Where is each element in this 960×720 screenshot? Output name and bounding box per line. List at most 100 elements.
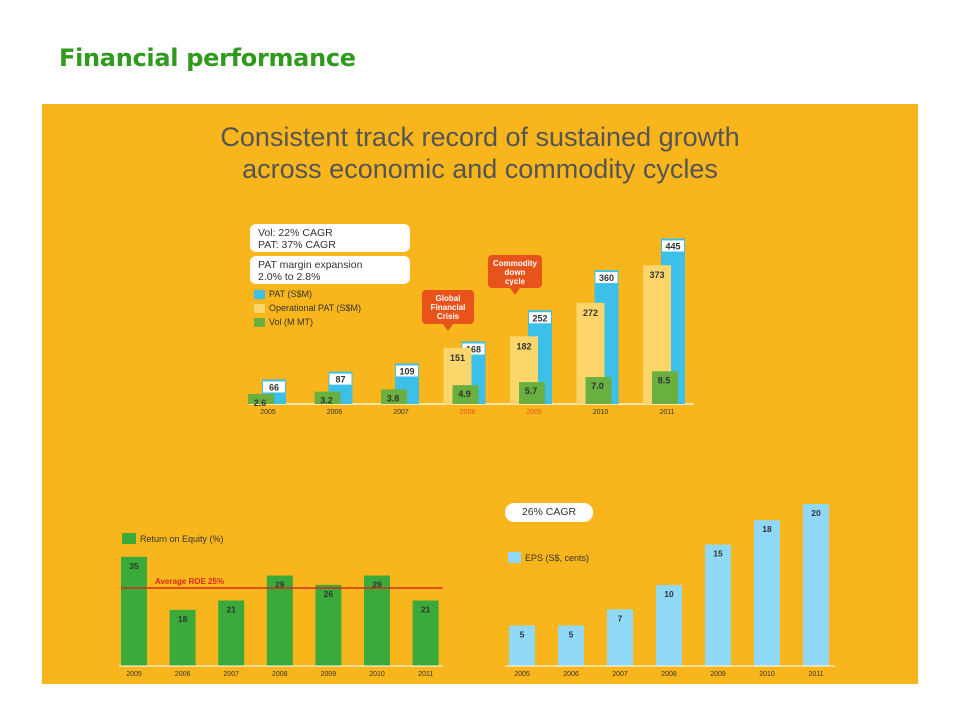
- chart1-year-label: 2006: [327, 409, 343, 416]
- op-pat-value-label: 272: [583, 308, 598, 318]
- vol-value-label: 4.9: [458, 389, 471, 399]
- eps-value-label: 5: [569, 630, 574, 640]
- eps-bar: [607, 609, 633, 666]
- legend-eps: EPS (S$, cents): [508, 552, 589, 563]
- pat-value-box: [529, 312, 551, 324]
- roe-bar: [169, 609, 196, 666]
- eps-value-label: 7: [618, 613, 623, 623]
- pat-value-box: [462, 343, 485, 355]
- vol-bar: [381, 389, 407, 404]
- chart2-year-label: 2005: [126, 671, 142, 678]
- pat-value-box: [595, 272, 618, 284]
- chart1-year-label: 2008: [460, 409, 476, 416]
- chart2-year-label: 2010: [369, 671, 385, 678]
- roe-bar: [121, 556, 147, 666]
- roe-bar: [266, 575, 293, 666]
- eps-value-label: 5: [520, 630, 525, 640]
- op-pat-value-label: 151: [450, 353, 465, 363]
- vol-value-label: 3.8: [387, 393, 400, 403]
- pat-value-label: 252: [532, 313, 547, 323]
- vol-bar: [248, 393, 274, 404]
- commodity-callout: Commodity down cycle: [488, 255, 542, 295]
- eps-value-label: 15: [713, 549, 723, 559]
- pat-value-label: 109: [399, 366, 414, 376]
- roe-value-label: 21: [226, 604, 236, 614]
- chart2-year-label: 2008: [272, 671, 288, 678]
- pat-value-label: 360: [599, 273, 614, 283]
- average-roe-label: Average ROE 25%: [155, 577, 224, 586]
- chart1-year-label: 2011: [659, 409, 674, 416]
- chart2-year-label: 2011: [418, 671, 433, 678]
- chart3-year-label: 2009: [710, 671, 726, 678]
- legend-vol-label: Vol (M MT): [269, 317, 313, 327]
- pat-value-box: [329, 373, 352, 385]
- eps-bar: [705, 544, 731, 666]
- roe-bar: [218, 600, 245, 666]
- vol-bar: [585, 377, 612, 404]
- chart3-year-label: 2008: [661, 671, 677, 678]
- chart3-year-label: 2010: [759, 671, 775, 678]
- margin-line-1: PAT margin expansion: [258, 259, 363, 271]
- margin-box: PAT margin expansion 2.0% to 2.8%: [250, 256, 410, 284]
- pat-value-label: 66: [269, 382, 279, 392]
- legend-vol: Vol (M MT): [254, 317, 313, 327]
- eps-bar: [558, 625, 584, 666]
- vol-bar: [519, 382, 545, 404]
- legend-vol-swatch: [254, 317, 265, 327]
- legend-op-pat: Operational PAT (S$M): [254, 303, 361, 313]
- legend-roe-label: Return on Equity (%): [140, 533, 224, 544]
- chart3-year-label: 2005: [514, 671, 530, 678]
- crisis-line-2: Financial: [430, 303, 466, 312]
- chart3-year-label: 2007: [612, 671, 628, 678]
- cagr-line-1: Vol: 22% CAGR: [258, 227, 333, 239]
- roe-bar: [315, 584, 342, 666]
- chart2-year-label: 2009: [321, 671, 337, 678]
- charts-canvas: 662.62005873.220061093.820071681514.9200…: [119, 238, 835, 678]
- eps-cagr-box: 26% CAGR: [505, 503, 593, 522]
- cagr-line-2: PAT: 37% CAGR: [258, 239, 336, 251]
- legend-pat-swatch: [254, 289, 265, 299]
- legend-op-pat-swatch: [254, 303, 265, 313]
- legend-roe-swatch: [122, 533, 136, 544]
- crisis-line-1: Global: [435, 294, 461, 303]
- roe-bar: [412, 600, 439, 666]
- eps-value-label: 18: [762, 524, 772, 534]
- pat-value-box: [396, 365, 418, 377]
- legend-eps-swatch: [508, 552, 521, 563]
- vol-bar: [652, 371, 678, 404]
- roe-value-label: 29: [372, 580, 382, 590]
- op-pat-value-label: 182: [516, 341, 531, 351]
- pat-value-box: [662, 240, 684, 252]
- vol-bar: [314, 391, 341, 404]
- chart1-year-label: 2007: [393, 409, 409, 416]
- slide-title: Financial performance: [59, 44, 356, 72]
- crisis-callout: Global Financial Crisis: [422, 290, 474, 331]
- chart1-year-label: 2009: [526, 409, 542, 416]
- pat-value-box: [263, 381, 285, 393]
- legend-op-pat-label: Operational PAT (S$M): [269, 303, 362, 313]
- crisis-line-3: Crisis: [436, 312, 460, 321]
- roe-value-label: 29: [275, 580, 285, 590]
- chart1-year-label: 2005: [260, 409, 276, 416]
- roe-bar: [364, 575, 390, 666]
- chart2-year-label: 2006: [175, 671, 191, 678]
- headline-line-1: Consistent track record of sustained gro…: [220, 122, 740, 152]
- chart-panel: Consistent track record of sustained gro…: [42, 104, 918, 684]
- eps-bar: [656, 585, 682, 666]
- pat-value-label: 87: [335, 375, 345, 385]
- vol-value-label: 2.6: [254, 398, 267, 408]
- chart2-year-label: 2007: [223, 671, 239, 678]
- chart3-year-label: 2011: [808, 671, 823, 678]
- roe-value-label: 26: [324, 589, 334, 599]
- op-pat-value-label: 373: [649, 270, 664, 280]
- pat-value-label: 445: [665, 241, 680, 251]
- legend-eps-label: EPS (S$, cents): [525, 552, 590, 563]
- legend-pat-label: PAT (S$M): [269, 289, 313, 299]
- roe-value-label: 18: [178, 614, 188, 624]
- margin-line-2: 2.0% to 2.8%: [258, 271, 321, 283]
- eps-value-label: 10: [664, 589, 674, 599]
- roe-value-label: 21: [421, 604, 431, 614]
- eps-value-label: 20: [811, 508, 821, 518]
- vol-value-label: 3.2: [320, 396, 333, 406]
- eps-bar: [754, 520, 780, 666]
